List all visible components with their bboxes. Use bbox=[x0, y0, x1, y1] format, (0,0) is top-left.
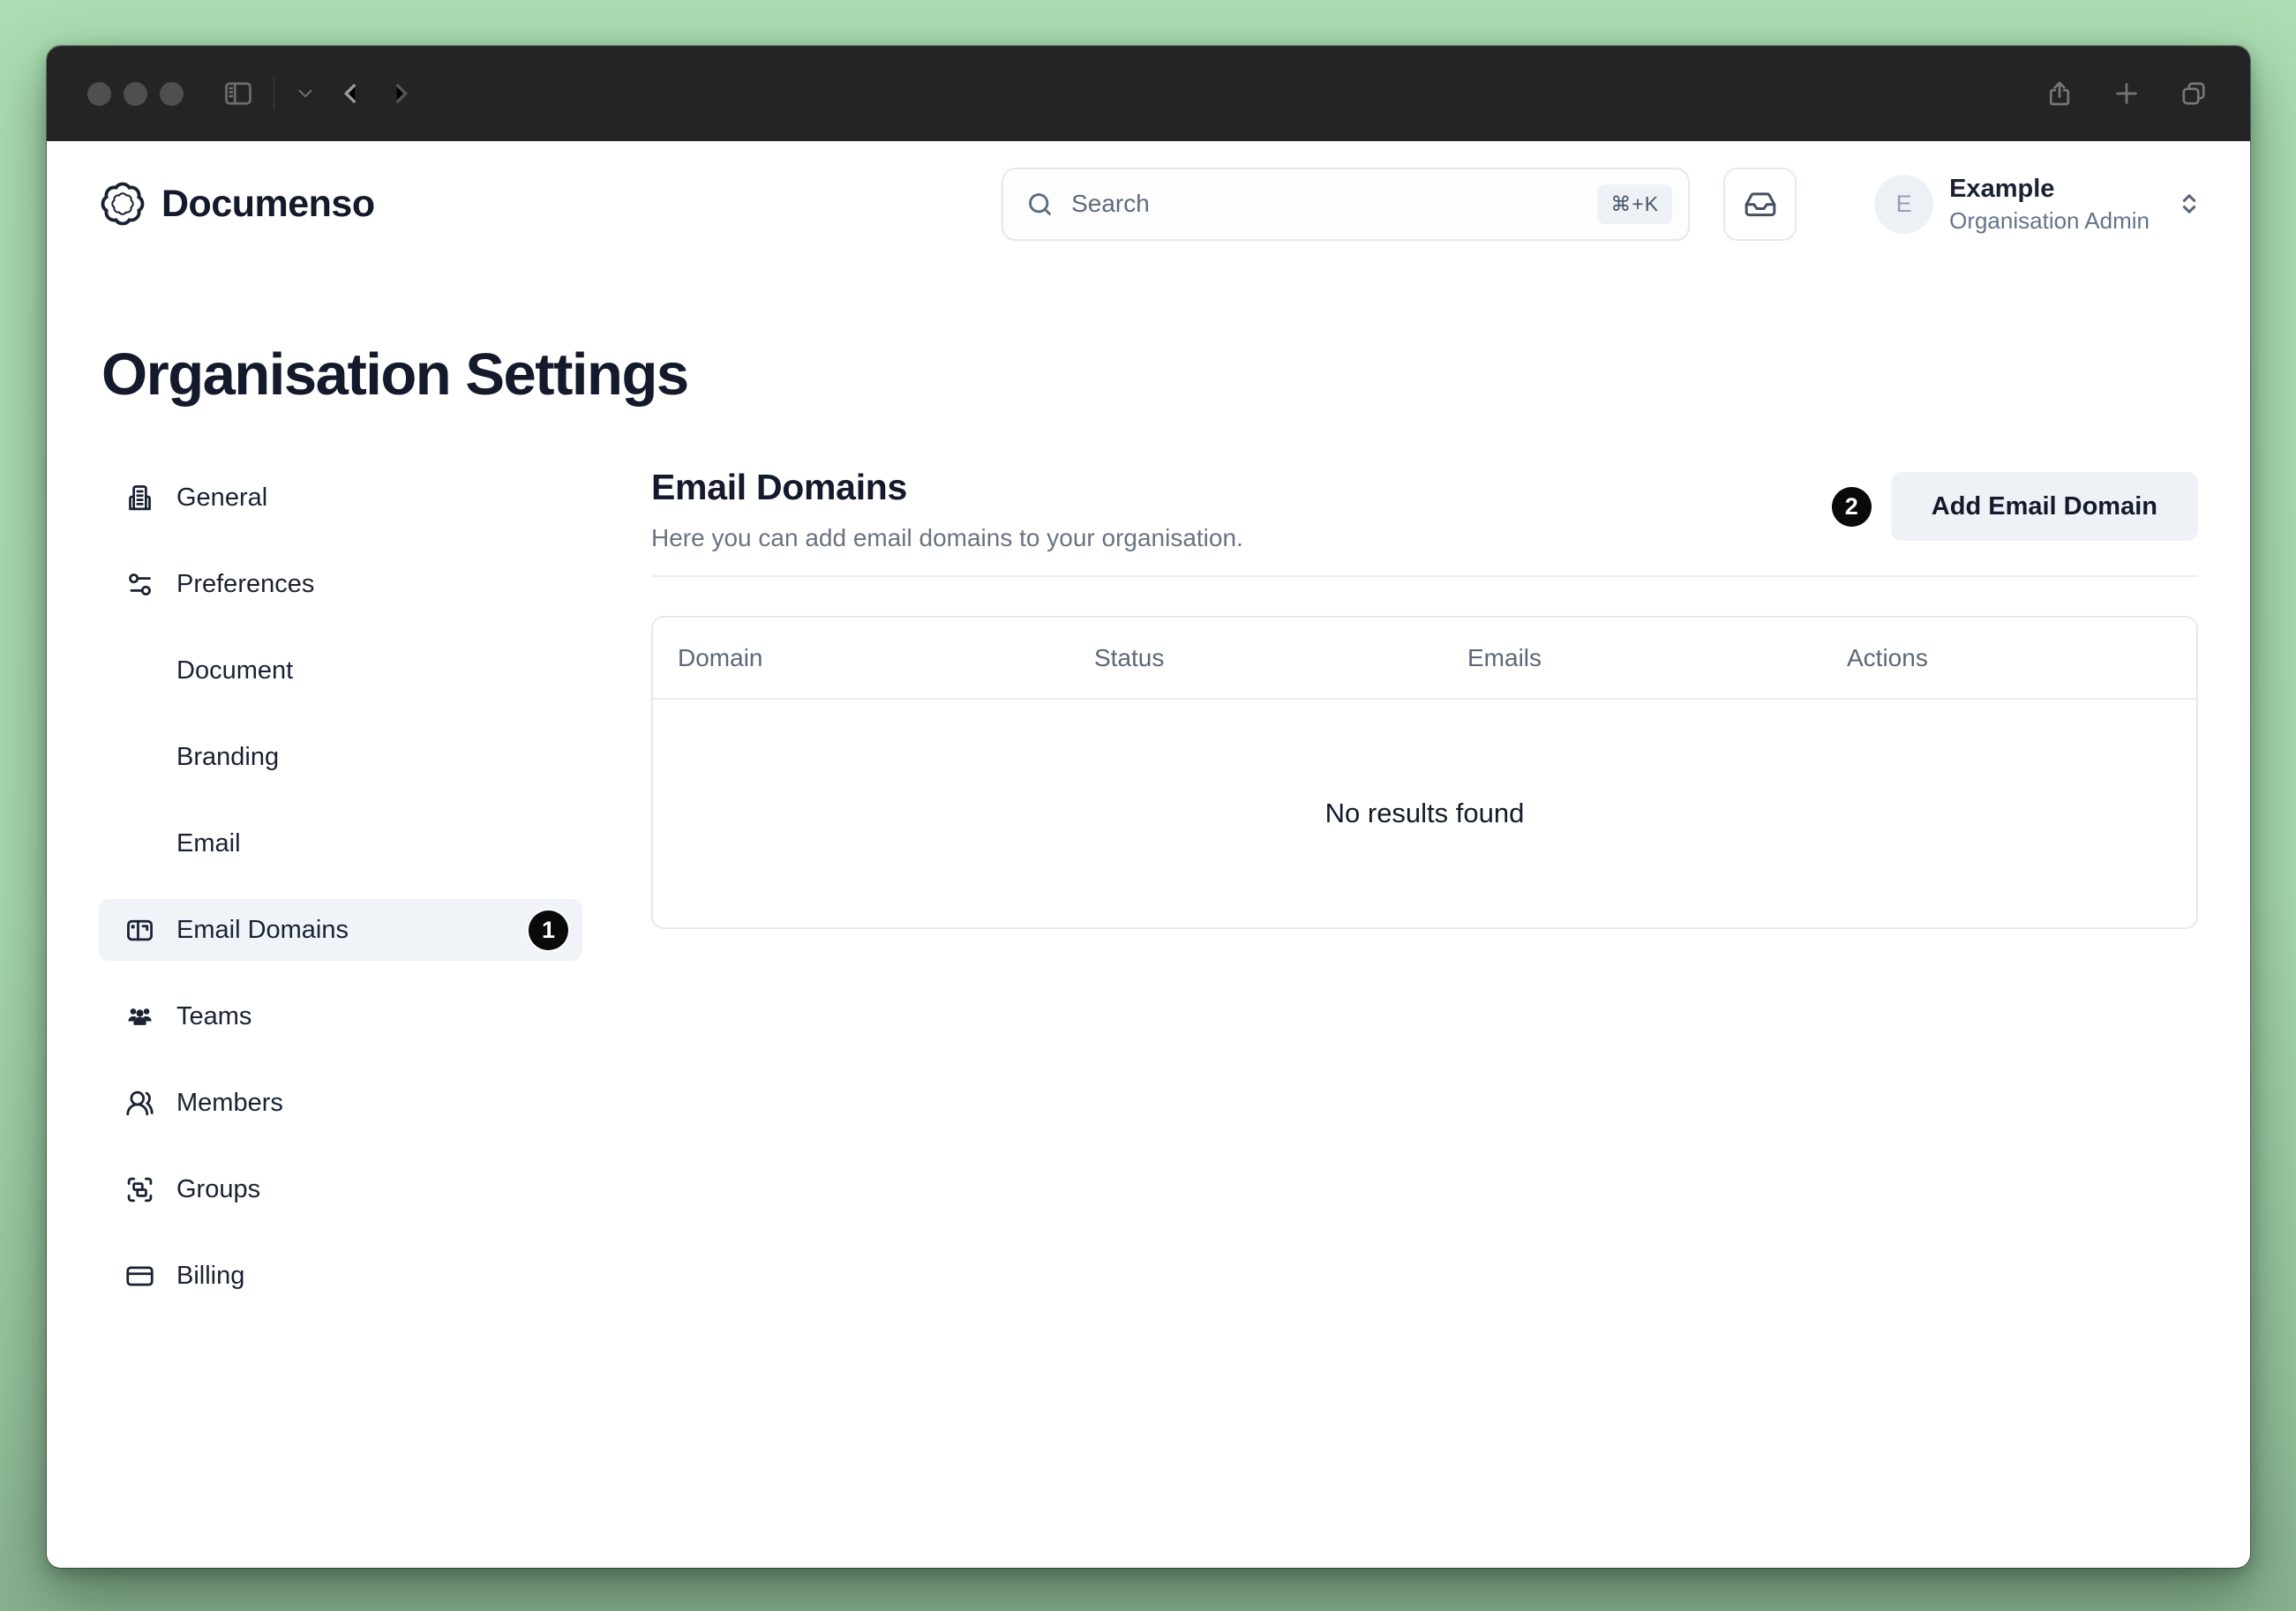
inbox-icon bbox=[1745, 192, 1775, 217]
groups-icon bbox=[127, 1177, 153, 1202]
brand[interactable]: Documenso bbox=[99, 180, 375, 228]
column-header-domain: Domain bbox=[678, 643, 763, 671]
nav-label: Email Domains bbox=[176, 915, 349, 944]
nav-label: Groups bbox=[176, 1174, 261, 1203]
column-header-actions: Actions bbox=[1847, 643, 1928, 671]
search-input[interactable] bbox=[1071, 190, 1598, 218]
nav-item-billing[interactable]: Billing bbox=[99, 1245, 582, 1307]
nav-item-teams[interactable]: Teams bbox=[99, 985, 582, 1047]
close-window-button[interactable] bbox=[87, 81, 111, 106]
section-title: Email Domains bbox=[651, 467, 908, 507]
forward-button-icon[interactable] bbox=[386, 79, 416, 109]
brand-name: Documenso bbox=[161, 182, 375, 225]
email-domains-section: Email Domains Here you can add email dom… bbox=[651, 467, 2198, 929]
settings-nav: General Preferences Document Branding bbox=[99, 467, 582, 1331]
nav-label: Email bbox=[176, 828, 241, 858]
app-header: Documenso ⌘+K E Example Orga bbox=[47, 141, 2250, 259]
documenso-logo-icon bbox=[101, 182, 145, 226]
minimize-window-button[interactable] bbox=[124, 81, 147, 106]
search-shortcut-badge: ⌘+K bbox=[1597, 184, 1673, 224]
nav-label: Teams bbox=[176, 1001, 252, 1030]
section-description: Here you can add email domains to your o… bbox=[651, 524, 1243, 551]
chevron-down-icon[interactable] bbox=[294, 82, 317, 105]
zoom-window-button[interactable] bbox=[160, 81, 184, 106]
back-button-icon[interactable] bbox=[336, 79, 366, 109]
sidebar-toggle-icon[interactable] bbox=[222, 78, 254, 109]
teams-icon bbox=[128, 1008, 152, 1025]
nav-item-groups[interactable]: Groups bbox=[99, 1158, 582, 1220]
user-role: Organisation Admin bbox=[1949, 206, 2150, 234]
search-icon bbox=[1029, 192, 1051, 215]
page-content: Documenso ⌘+K E Example Orga bbox=[47, 141, 2250, 1568]
nav-item-preferences[interactable]: Preferences bbox=[99, 553, 582, 615]
nav-item-branding[interactable]: Branding bbox=[99, 726, 582, 788]
share-icon[interactable] bbox=[2044, 78, 2075, 109]
add-email-domain-button[interactable]: Add Email Domain bbox=[1890, 472, 2198, 541]
email-domains-table: Domain Status Emails Actions No results … bbox=[651, 616, 2198, 929]
search-bar[interactable]: ⌘+K bbox=[1002, 167, 1691, 241]
chevrons-up-down-icon bbox=[2182, 194, 2196, 214]
nav-label: Branding bbox=[176, 742, 280, 771]
tab-overview-icon[interactable] bbox=[2178, 78, 2210, 109]
nav-item-document[interactable]: Document bbox=[99, 640, 582, 701]
building-icon bbox=[129, 484, 151, 510]
column-header-emails: Emails bbox=[1467, 643, 1542, 671]
members-icon bbox=[126, 1090, 154, 1115]
column-header-status: Status bbox=[1094, 643, 1165, 671]
browser-window: Documenso ⌘+K E Example Orga bbox=[47, 46, 2250, 1568]
section-divider bbox=[651, 575, 2198, 577]
credit-card-icon bbox=[126, 1266, 154, 1285]
nav-item-general[interactable]: General bbox=[99, 467, 582, 528]
mail-domain-icon bbox=[127, 919, 153, 940]
page-title: Organisation Settings bbox=[101, 341, 689, 408]
annotation-mark-1: 1 bbox=[529, 910, 568, 950]
table-empty-state: No results found bbox=[1324, 798, 1525, 828]
nav-label: Document bbox=[176, 656, 294, 685]
nav-item-email[interactable]: Email bbox=[99, 813, 582, 874]
inbox-button[interactable] bbox=[1723, 167, 1797, 241]
traffic-lights bbox=[87, 81, 184, 106]
new-tab-plus-icon[interactable] bbox=[2111, 78, 2142, 109]
sliders-icon bbox=[129, 573, 151, 596]
user-name: Example bbox=[1949, 174, 2055, 203]
user-menu[interactable]: E Example Organisation Admin bbox=[1874, 173, 2204, 236]
browser-titlebar bbox=[47, 46, 2250, 141]
nav-label: Billing bbox=[176, 1261, 245, 1290]
table-header-row: Domain Status Emails Actions bbox=[653, 618, 2196, 700]
annotation-mark-2: 2 bbox=[1831, 486, 1872, 527]
nav-label: Members bbox=[176, 1088, 283, 1117]
nav-item-email-domains[interactable]: Email Domains 1 bbox=[99, 899, 582, 961]
avatar: E bbox=[1874, 174, 1934, 234]
nav-label: General bbox=[176, 483, 268, 512]
nav-item-members[interactable]: Members bbox=[99, 1072, 582, 1134]
nav-label: Preferences bbox=[176, 569, 315, 598]
